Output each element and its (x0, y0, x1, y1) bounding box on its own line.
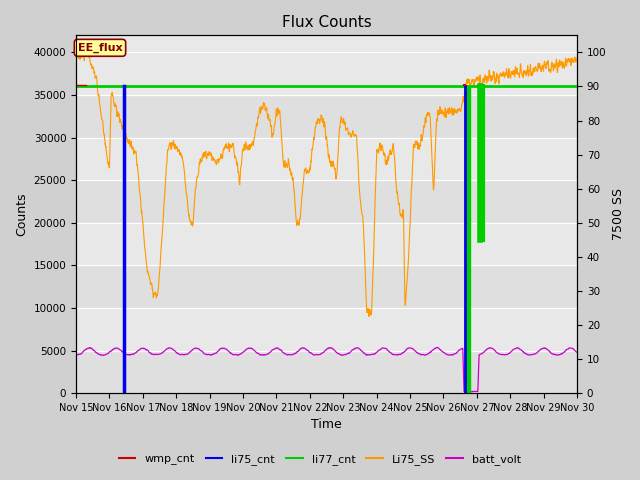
Y-axis label: Counts: Counts (15, 192, 28, 236)
X-axis label: Time: Time (311, 419, 342, 432)
Title: Flux Counts: Flux Counts (282, 15, 371, 30)
Bar (76, 350, 577, 393)
Bar (76, 95, 577, 138)
Text: EE_flux: EE_flux (77, 43, 122, 53)
Y-axis label: 7500 SS: 7500 SS (612, 188, 625, 240)
Legend: wmp_cnt, li75_cnt, li77_cnt, Li75_SS, batt_volt: wmp_cnt, li75_cnt, li77_cnt, Li75_SS, ba… (115, 450, 525, 469)
Bar (76, 180, 577, 223)
Bar (76, 265, 577, 308)
